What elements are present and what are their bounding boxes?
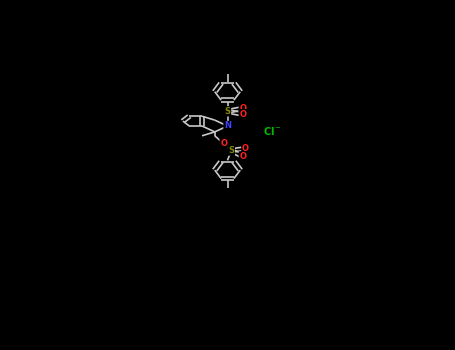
Text: O: O: [239, 110, 246, 119]
Text: O: O: [239, 152, 246, 161]
Text: S: S: [228, 146, 234, 155]
Text: N: N: [224, 121, 231, 131]
Text: Cl$^-$: Cl$^-$: [263, 125, 282, 137]
Text: O: O: [239, 104, 246, 113]
Text: O: O: [220, 139, 227, 148]
Text: O: O: [242, 144, 249, 153]
Text: S: S: [224, 107, 231, 116]
